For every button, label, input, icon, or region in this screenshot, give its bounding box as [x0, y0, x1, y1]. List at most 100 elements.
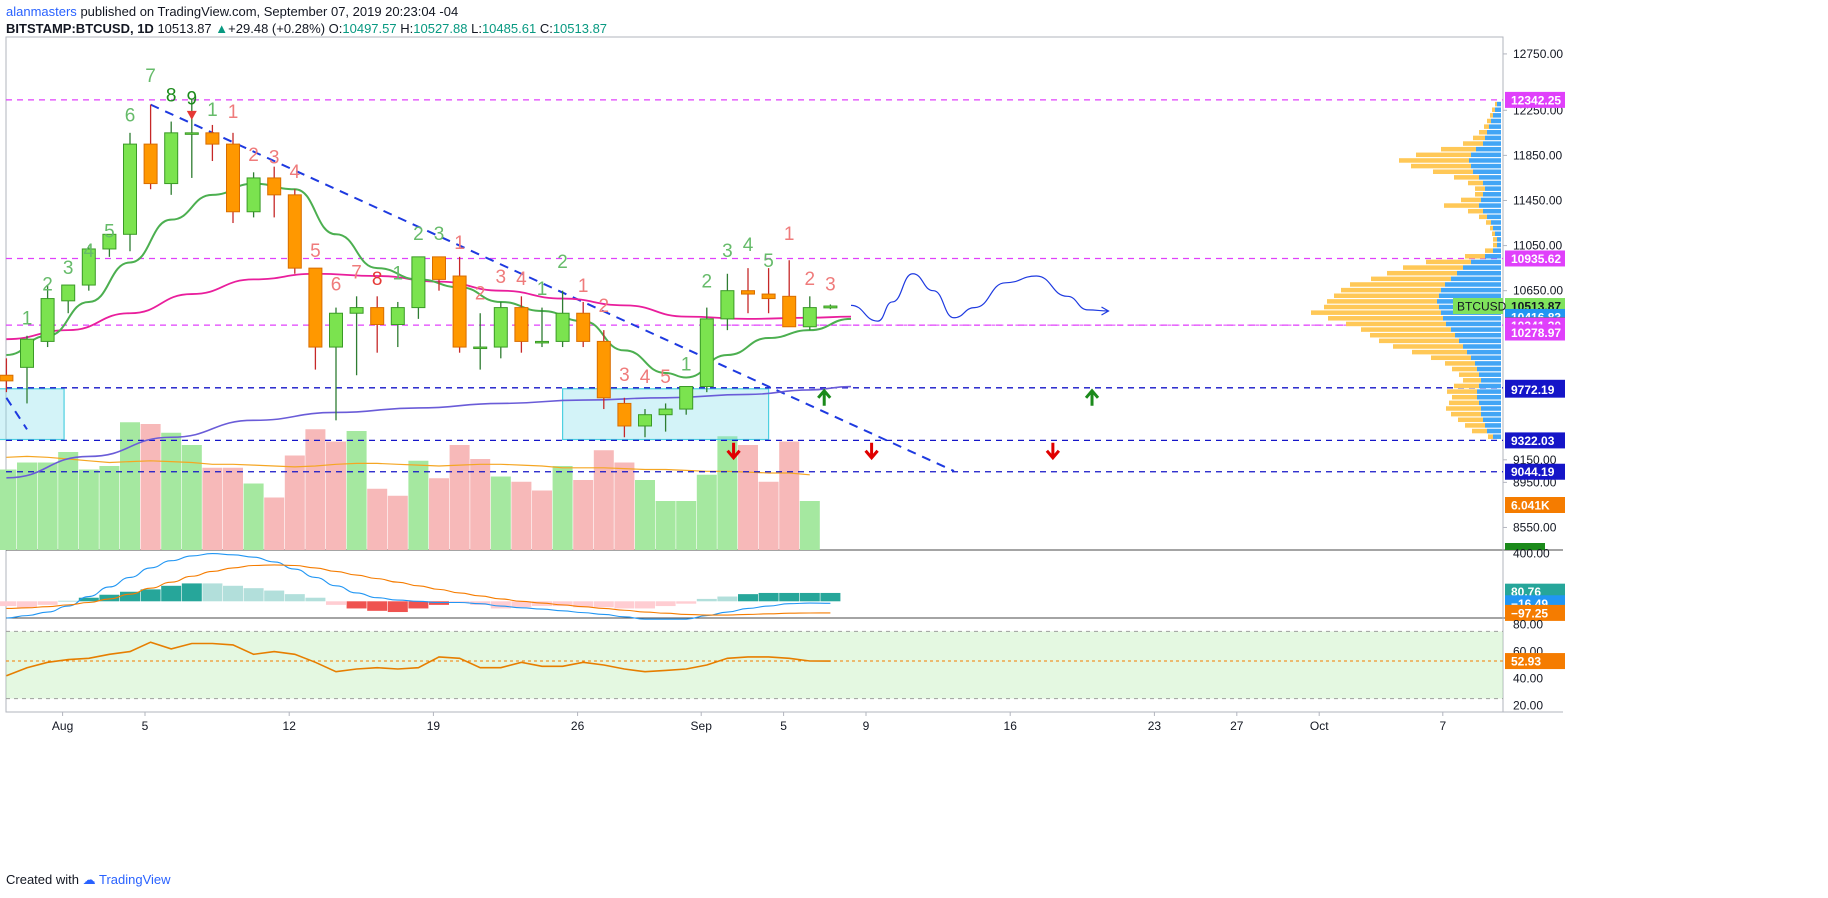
y-tick-label: 11450.00: [1513, 193, 1562, 207]
volume-profile-bar: [1463, 344, 1501, 349]
volume-profile-bar: [1433, 169, 1473, 174]
macd-histogram-bar: [470, 601, 491, 605]
tradingview-link[interactable]: TradingView: [99, 872, 171, 887]
volume-profile-bar: [1449, 400, 1479, 406]
td-count-label: 7: [145, 66, 156, 87]
volume-bar: [17, 462, 37, 550]
volume-profile-bar: [1459, 372, 1479, 377]
close-label: C:: [539, 21, 553, 36]
volume-profile-bar: [1495, 101, 1497, 107]
macd-histogram-bar: [573, 601, 594, 608]
volume-bar: [202, 467, 223, 550]
candle-body: [596, 340, 611, 399]
td-count-label: 4: [290, 162, 301, 183]
high-value: 10527.88: [413, 21, 468, 36]
volume-bar: [284, 455, 305, 550]
candle-body: [658, 408, 673, 416]
volume-profile-bar: [1341, 287, 1441, 293]
td-count-label: 1: [454, 233, 465, 254]
volume-bar: [758, 481, 779, 550]
candle-body: [638, 414, 652, 427]
candle-body: [164, 132, 179, 185]
td-count-label: 4: [743, 235, 754, 256]
volume-profile-bar: [1481, 406, 1501, 411]
candle-body: [555, 312, 570, 342]
volume-bar: [408, 460, 429, 550]
author-link[interactable]: alanmasters: [6, 4, 77, 19]
volume-profile-bar: [1451, 276, 1501, 282]
volume-profile-bar: [1493, 434, 1501, 439]
price-badge-label: 9772.19: [1511, 383, 1555, 397]
price-badge-label: 9322.03: [1511, 434, 1555, 448]
macd-histogram-bar: [490, 601, 511, 609]
volume-profile-bar: [1475, 192, 1483, 197]
candle-body: [432, 256, 446, 280]
macd-histogram-bar: [346, 601, 367, 609]
td-count-label: 3: [269, 147, 280, 168]
volume-bar: [655, 501, 676, 550]
sell-setup-triangle-icon: [186, 110, 197, 120]
td-count-label: 3: [825, 275, 836, 296]
volume-profile-bar: [1370, 332, 1455, 338]
volume-profile-bar: [1465, 254, 1485, 259]
td-count-label: 2: [248, 145, 259, 166]
volume-profile-bar: [1483, 417, 1501, 423]
y-tick-label: 40.00: [1513, 671, 1543, 685]
low-label: L:: [471, 21, 482, 36]
volume-bar: [470, 459, 491, 550]
volume-profile-bar: [1487, 118, 1491, 124]
volume-profile-bar: [1327, 299, 1437, 304]
macd-histogram-bar: [779, 592, 800, 602]
price-badge: [1505, 432, 1565, 449]
volume-profile-bar: [1481, 197, 1501, 203]
candle-body: [741, 290, 755, 295]
candle-body: [81, 248, 96, 286]
macd-histogram-bar: [717, 596, 738, 602]
volume-profile-bar: [1493, 113, 1501, 118]
price-badge: [1505, 91, 1565, 108]
volume-profile-bar: [1379, 338, 1459, 344]
volume-profile-bar: [1487, 214, 1501, 220]
macd-histogram-bar: [820, 592, 841, 602]
volume-bar: [223, 467, 243, 550]
volume-profile-bar: [1493, 248, 1501, 253]
volume-profile-bar: [1458, 417, 1483, 423]
macd-histogram-bar: [367, 601, 388, 611]
volume-profile-bar: [1492, 107, 1495, 112]
candle-body: [102, 233, 117, 250]
macd-histogram-bar: [387, 601, 408, 613]
x-tick-label: 5: [780, 719, 787, 733]
y-tick-label: 10650.00: [1513, 284, 1563, 298]
volume-profile-bar: [1463, 378, 1481, 383]
open-label: O:: [328, 21, 343, 36]
td-count-label: 8: [372, 269, 383, 290]
volume-bar: [779, 441, 800, 550]
macd-signal-line: [6, 564, 831, 616]
macd-histogram-bar: [635, 601, 655, 609]
x-tick-label: 19: [427, 719, 441, 733]
candle-body: [349, 307, 364, 314]
macd-histogram-bar: [593, 601, 614, 608]
volume-ma-badge-label: 6.041K: [1511, 499, 1550, 513]
td-count-label: 1: [681, 355, 692, 376]
volume-bar: [593, 450, 614, 550]
volume-profile-bar: [1455, 332, 1501, 338]
volume-bar: [243, 483, 264, 550]
volume-profile-bar: [1468, 180, 1483, 186]
y-tick-label: 80.00: [1513, 618, 1543, 632]
macd-histogram-bar: [17, 601, 37, 608]
macd-histogram-bar: [408, 601, 429, 609]
macd-histogram-bar: [696, 598, 717, 602]
symbol-label[interactable]: BITSTAMP:BTCUSD, 1D: [6, 21, 154, 36]
td-count-label: 2: [805, 269, 816, 290]
candle-body: [40, 298, 55, 342]
volume-profile-bar: [1454, 175, 1479, 180]
volume-profile-bar: [1483, 192, 1501, 197]
volume-profile-bar: [1446, 321, 1501, 327]
volume-profile-bar: [1487, 130, 1501, 135]
price-badge: [1505, 324, 1565, 341]
volume-bar: [120, 422, 140, 550]
volume-profile-bar: [1485, 186, 1501, 191]
candle-body: [205, 132, 220, 145]
